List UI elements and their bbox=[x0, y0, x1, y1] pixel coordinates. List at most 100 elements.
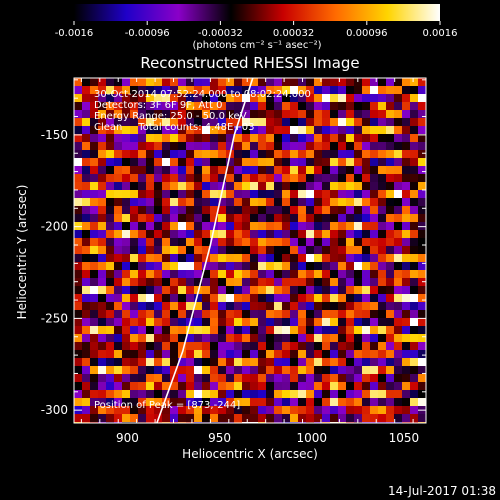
heatmap-cell bbox=[346, 102, 354, 110]
heatmap-cell bbox=[186, 398, 194, 406]
y-tick-label: -200 bbox=[41, 220, 68, 234]
heatmap-cell bbox=[242, 174, 250, 182]
heatmap-cell bbox=[298, 254, 306, 262]
heatmap-cell bbox=[226, 214, 234, 222]
heatmap-cell bbox=[378, 118, 386, 126]
heatmap-cell bbox=[146, 206, 154, 214]
heatmap-cell bbox=[258, 398, 266, 406]
heatmap-cell bbox=[346, 166, 354, 174]
heatmap-cell bbox=[274, 182, 282, 190]
heatmap-cell bbox=[130, 150, 138, 158]
heatmap-cell bbox=[250, 126, 258, 134]
heatmap-cell bbox=[298, 334, 306, 342]
heatmap-cell bbox=[370, 286, 378, 294]
heatmap-cell bbox=[370, 158, 378, 166]
heatmap-cell bbox=[82, 246, 90, 254]
heatmap-cell bbox=[410, 246, 418, 254]
heatmap-cell bbox=[346, 174, 354, 182]
heatmap-cell bbox=[202, 182, 210, 190]
heatmap-cell bbox=[378, 286, 386, 294]
heatmap-cell bbox=[218, 278, 226, 286]
heatmap-cell bbox=[162, 350, 170, 358]
heatmap-cell bbox=[74, 382, 82, 390]
heatmap-cell bbox=[282, 238, 290, 246]
heatmap-cell bbox=[330, 390, 338, 398]
heatmap-cell bbox=[402, 382, 410, 390]
heatmap-cell bbox=[106, 270, 114, 278]
heatmap-cell bbox=[274, 278, 282, 286]
heatmap-cell bbox=[234, 102, 242, 110]
heatmap-cell bbox=[162, 190, 170, 198]
heatmap-cell bbox=[362, 262, 370, 270]
heatmap-cell bbox=[338, 166, 346, 174]
heatmap-cell bbox=[226, 222, 234, 230]
heatmap-cell bbox=[322, 86, 330, 94]
heatmap-cell bbox=[378, 110, 386, 118]
heatmap-cell bbox=[370, 374, 378, 382]
heatmap-cell bbox=[402, 118, 410, 126]
heatmap-cell bbox=[122, 254, 130, 262]
colorbar-tick-label: 0.00032 bbox=[273, 28, 314, 39]
heatmap-cell bbox=[178, 278, 186, 286]
heatmap-cell bbox=[202, 390, 210, 398]
heatmap-cell bbox=[186, 350, 194, 358]
heatmap-cell bbox=[210, 198, 218, 206]
heatmap-cell bbox=[114, 206, 122, 214]
heatmap-cell bbox=[74, 262, 82, 270]
heatmap-cell bbox=[90, 206, 98, 214]
heatmap-cell bbox=[82, 94, 90, 102]
heatmap-cell bbox=[378, 366, 386, 374]
heatmap-cell bbox=[266, 366, 274, 374]
heatmap-cell bbox=[314, 150, 322, 158]
heatmap-cell bbox=[370, 406, 378, 414]
heatmap-cell bbox=[298, 326, 306, 334]
heatmap-cell bbox=[138, 182, 146, 190]
heatmap-cell bbox=[402, 286, 410, 294]
heatmap-cell bbox=[170, 294, 178, 302]
heatmap-cell bbox=[258, 134, 266, 142]
heatmap-cell bbox=[194, 110, 202, 118]
heatmap-cell bbox=[138, 206, 146, 214]
heatmap-cell bbox=[418, 254, 426, 262]
heatmap-cell bbox=[210, 182, 218, 190]
heatmap-cell bbox=[146, 270, 154, 278]
heatmap-cell bbox=[306, 358, 314, 366]
heatmap-cell bbox=[330, 246, 338, 254]
heatmap-cell bbox=[298, 126, 306, 134]
heatmap-cell bbox=[170, 94, 178, 102]
heatmap-cell bbox=[162, 182, 170, 190]
heatmap-cell bbox=[282, 326, 290, 334]
heatmap-cell bbox=[194, 326, 202, 334]
heatmap-cell bbox=[290, 118, 298, 126]
heatmap-cell bbox=[202, 406, 210, 414]
heatmap-cell bbox=[322, 254, 330, 262]
heatmap-cell bbox=[226, 262, 234, 270]
heatmap-cell bbox=[226, 126, 234, 134]
heatmap-cell bbox=[170, 350, 178, 358]
heatmap-cell bbox=[82, 254, 90, 262]
heatmap-cell bbox=[314, 246, 322, 254]
heatmap-cell bbox=[218, 254, 226, 262]
heatmap-cell bbox=[346, 326, 354, 334]
heatmap-cell bbox=[306, 166, 314, 174]
heatmap-cell bbox=[106, 294, 114, 302]
heatmap-cell bbox=[290, 294, 298, 302]
heatmap-cell bbox=[218, 302, 226, 310]
heatmap-cell bbox=[290, 78, 298, 86]
heatmap-cell bbox=[234, 94, 242, 102]
heatmap-cell bbox=[226, 230, 234, 238]
heatmap-cell bbox=[282, 206, 290, 214]
heatmap-cell bbox=[226, 278, 234, 286]
heatmap-cell bbox=[186, 230, 194, 238]
heatmap-cell bbox=[370, 398, 378, 406]
heatmap-cell bbox=[346, 182, 354, 190]
heatmap-cell bbox=[170, 270, 178, 278]
heatmap-cell bbox=[354, 206, 362, 214]
heatmap-cell bbox=[226, 94, 234, 102]
heatmap-cell bbox=[178, 318, 186, 326]
heatmap-cell bbox=[234, 366, 242, 374]
heatmap-cell bbox=[138, 166, 146, 174]
heatmap-cell bbox=[74, 150, 82, 158]
heatmap-cell bbox=[306, 214, 314, 222]
heatmap-cell bbox=[234, 358, 242, 366]
